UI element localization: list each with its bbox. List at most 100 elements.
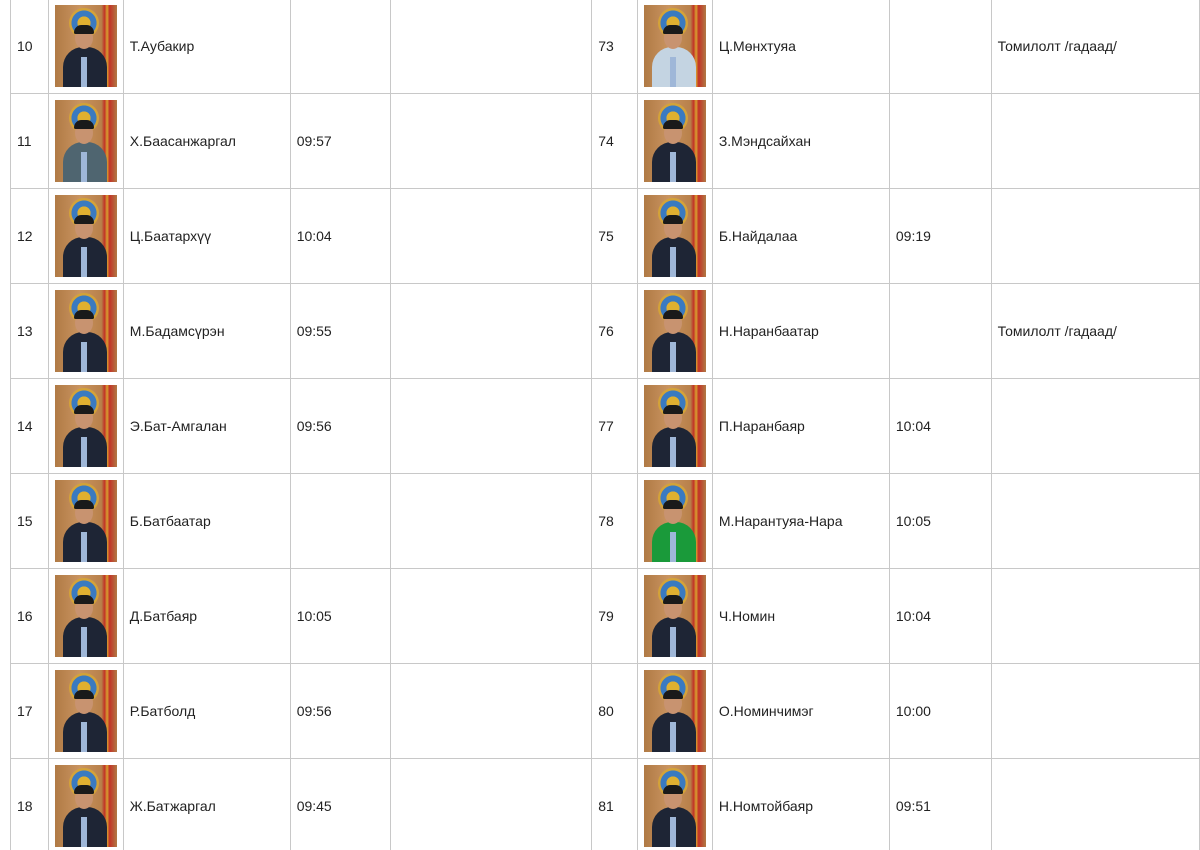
left-member-name: Э.Бат-Амгалан	[122, 378, 291, 474]
member-photo	[643, 100, 706, 182]
right-note	[990, 378, 1200, 474]
member-photo	[54, 195, 117, 277]
right-member-name: М.Нарантуяа-Нара	[711, 473, 890, 569]
left-member-number: 15	[10, 473, 49, 569]
right-member-photo-cell	[636, 568, 713, 664]
right-member-name: З.Мэндсайхан	[711, 93, 890, 189]
left-arrival-time: 09:55	[289, 283, 391, 379]
member-photo	[54, 385, 117, 467]
right-arrival-time: 10:04	[888, 378, 992, 474]
member-photo	[643, 765, 706, 847]
left-arrival-time: 09:56	[289, 378, 391, 474]
right-member-photo-cell	[636, 663, 713, 759]
right-member-number: 78	[591, 473, 638, 569]
right-member-photo-cell	[636, 93, 713, 189]
left-arrival-time: 09:56	[289, 663, 391, 759]
right-member-name: Н.Наранбаатар	[711, 283, 890, 379]
right-member-number: 73	[591, 0, 638, 94]
right-member-number: 76	[591, 283, 638, 379]
member-photo	[54, 5, 117, 87]
right-member-number: 81	[591, 758, 638, 850]
table-row: 17 Р.Батболд 09:56 80 О.Номинчимэг 10:00	[10, 663, 1200, 759]
left-member-photo-cell	[47, 758, 124, 850]
right-note	[990, 188, 1200, 284]
right-member-name: Н.Номтойбаяр	[711, 758, 890, 850]
table-body: 10 Т.Аубакир 73 Ц.Мөнхтуяа Томилолт /гадаад/…	[10, 0, 1200, 850]
left-note	[389, 663, 593, 759]
left-member-number: 10	[10, 0, 49, 94]
left-note	[389, 283, 593, 379]
left-note	[389, 93, 593, 189]
table-row: 10 Т.Аубакир 73 Ц.Мөнхтуяа Томилолт /гадаад/	[10, 0, 1200, 94]
left-member-number: 14	[10, 378, 49, 474]
left-member-name: Ц.Баатархүү	[122, 188, 291, 284]
member-photo	[54, 290, 117, 372]
left-member-photo-cell	[47, 93, 124, 189]
left-member-number: 17	[10, 663, 49, 759]
left-note	[389, 0, 593, 94]
left-member-number: 12	[10, 188, 49, 284]
member-photo	[643, 5, 706, 87]
left-member-name: Б.Батбаатар	[122, 473, 291, 569]
right-member-name: Б.Найдалаа	[711, 188, 890, 284]
table-row: 18 Ж.Батжаргал 09:45 81 Н.Номтойбаяр 09:51	[10, 758, 1200, 850]
left-member-name: Р.Батболд	[122, 663, 291, 759]
left-member-number: 13	[10, 283, 49, 379]
left-note	[389, 188, 593, 284]
member-photo	[643, 575, 706, 657]
member-photo	[643, 195, 706, 277]
member-photo	[54, 765, 117, 847]
right-note: Томилолт /гадаад/	[990, 0, 1200, 94]
right-member-photo-cell	[636, 0, 713, 94]
right-arrival-time	[888, 93, 992, 189]
member-photo	[643, 290, 706, 372]
left-arrival-time	[289, 0, 391, 94]
right-note	[990, 663, 1200, 759]
right-member-photo-cell	[636, 758, 713, 850]
table-row: 13 М.Бадамсүрэн 09:55 76 Н.Наранбаатар Томило…	[10, 283, 1200, 379]
left-member-number: 16	[10, 568, 49, 664]
right-member-name: Ч.Номин	[711, 568, 890, 664]
left-note	[389, 758, 593, 850]
left-member-photo-cell	[47, 188, 124, 284]
table-row: 14 Э.Бат-Амгалан 09:56 77 П.Наранбаяр 10:04	[10, 378, 1200, 474]
left-member-photo-cell	[47, 663, 124, 759]
right-arrival-time: 10:00	[888, 663, 992, 759]
table-row: 12 Ц.Баатархүү 10:04 75 Б.Найдалаа 09:19	[10, 188, 1200, 284]
right-member-number: 75	[591, 188, 638, 284]
table-row: 11 Х.Баасанжаргал 09:57 74 З.Мэндсайхан	[10, 93, 1200, 189]
left-member-name: Ж.Батжаргал	[122, 758, 291, 850]
right-member-name: Ц.Мөнхтуяа	[711, 0, 890, 94]
right-arrival-time: 10:05	[888, 473, 992, 569]
left-arrival-time: 09:45	[289, 758, 391, 850]
member-photo	[643, 480, 706, 562]
left-arrival-time: 09:57	[289, 93, 391, 189]
right-arrival-time: 09:51	[888, 758, 992, 850]
table-row: 15 Б.Батбаатар 78 М.Нарантуяа-Нара 10:05	[10, 473, 1200, 569]
left-member-name: Х.Баасанжаргал	[122, 93, 291, 189]
member-photo	[643, 385, 706, 467]
left-arrival-time: 10:04	[289, 188, 391, 284]
right-arrival-time	[888, 0, 992, 94]
right-note	[990, 568, 1200, 664]
right-member-number: 77	[591, 378, 638, 474]
member-photo	[54, 575, 117, 657]
left-member-number: 11	[10, 93, 49, 189]
left-member-name: Т.Аубакир	[122, 0, 291, 94]
left-note	[389, 473, 593, 569]
left-member-photo-cell	[47, 283, 124, 379]
left-member-photo-cell	[47, 473, 124, 569]
left-member-number: 18	[10, 758, 49, 850]
right-member-number: 79	[591, 568, 638, 664]
member-photo	[54, 670, 117, 752]
left-note	[389, 568, 593, 664]
right-member-photo-cell	[636, 473, 713, 569]
right-note	[990, 93, 1200, 189]
right-member-name: О.Номинчимэг	[711, 663, 890, 759]
left-member-photo-cell	[47, 378, 124, 474]
right-note	[990, 473, 1200, 569]
member-photo	[54, 480, 117, 562]
right-member-number: 74	[591, 93, 638, 189]
member-photo	[54, 100, 117, 182]
left-arrival-time: 10:05	[289, 568, 391, 664]
